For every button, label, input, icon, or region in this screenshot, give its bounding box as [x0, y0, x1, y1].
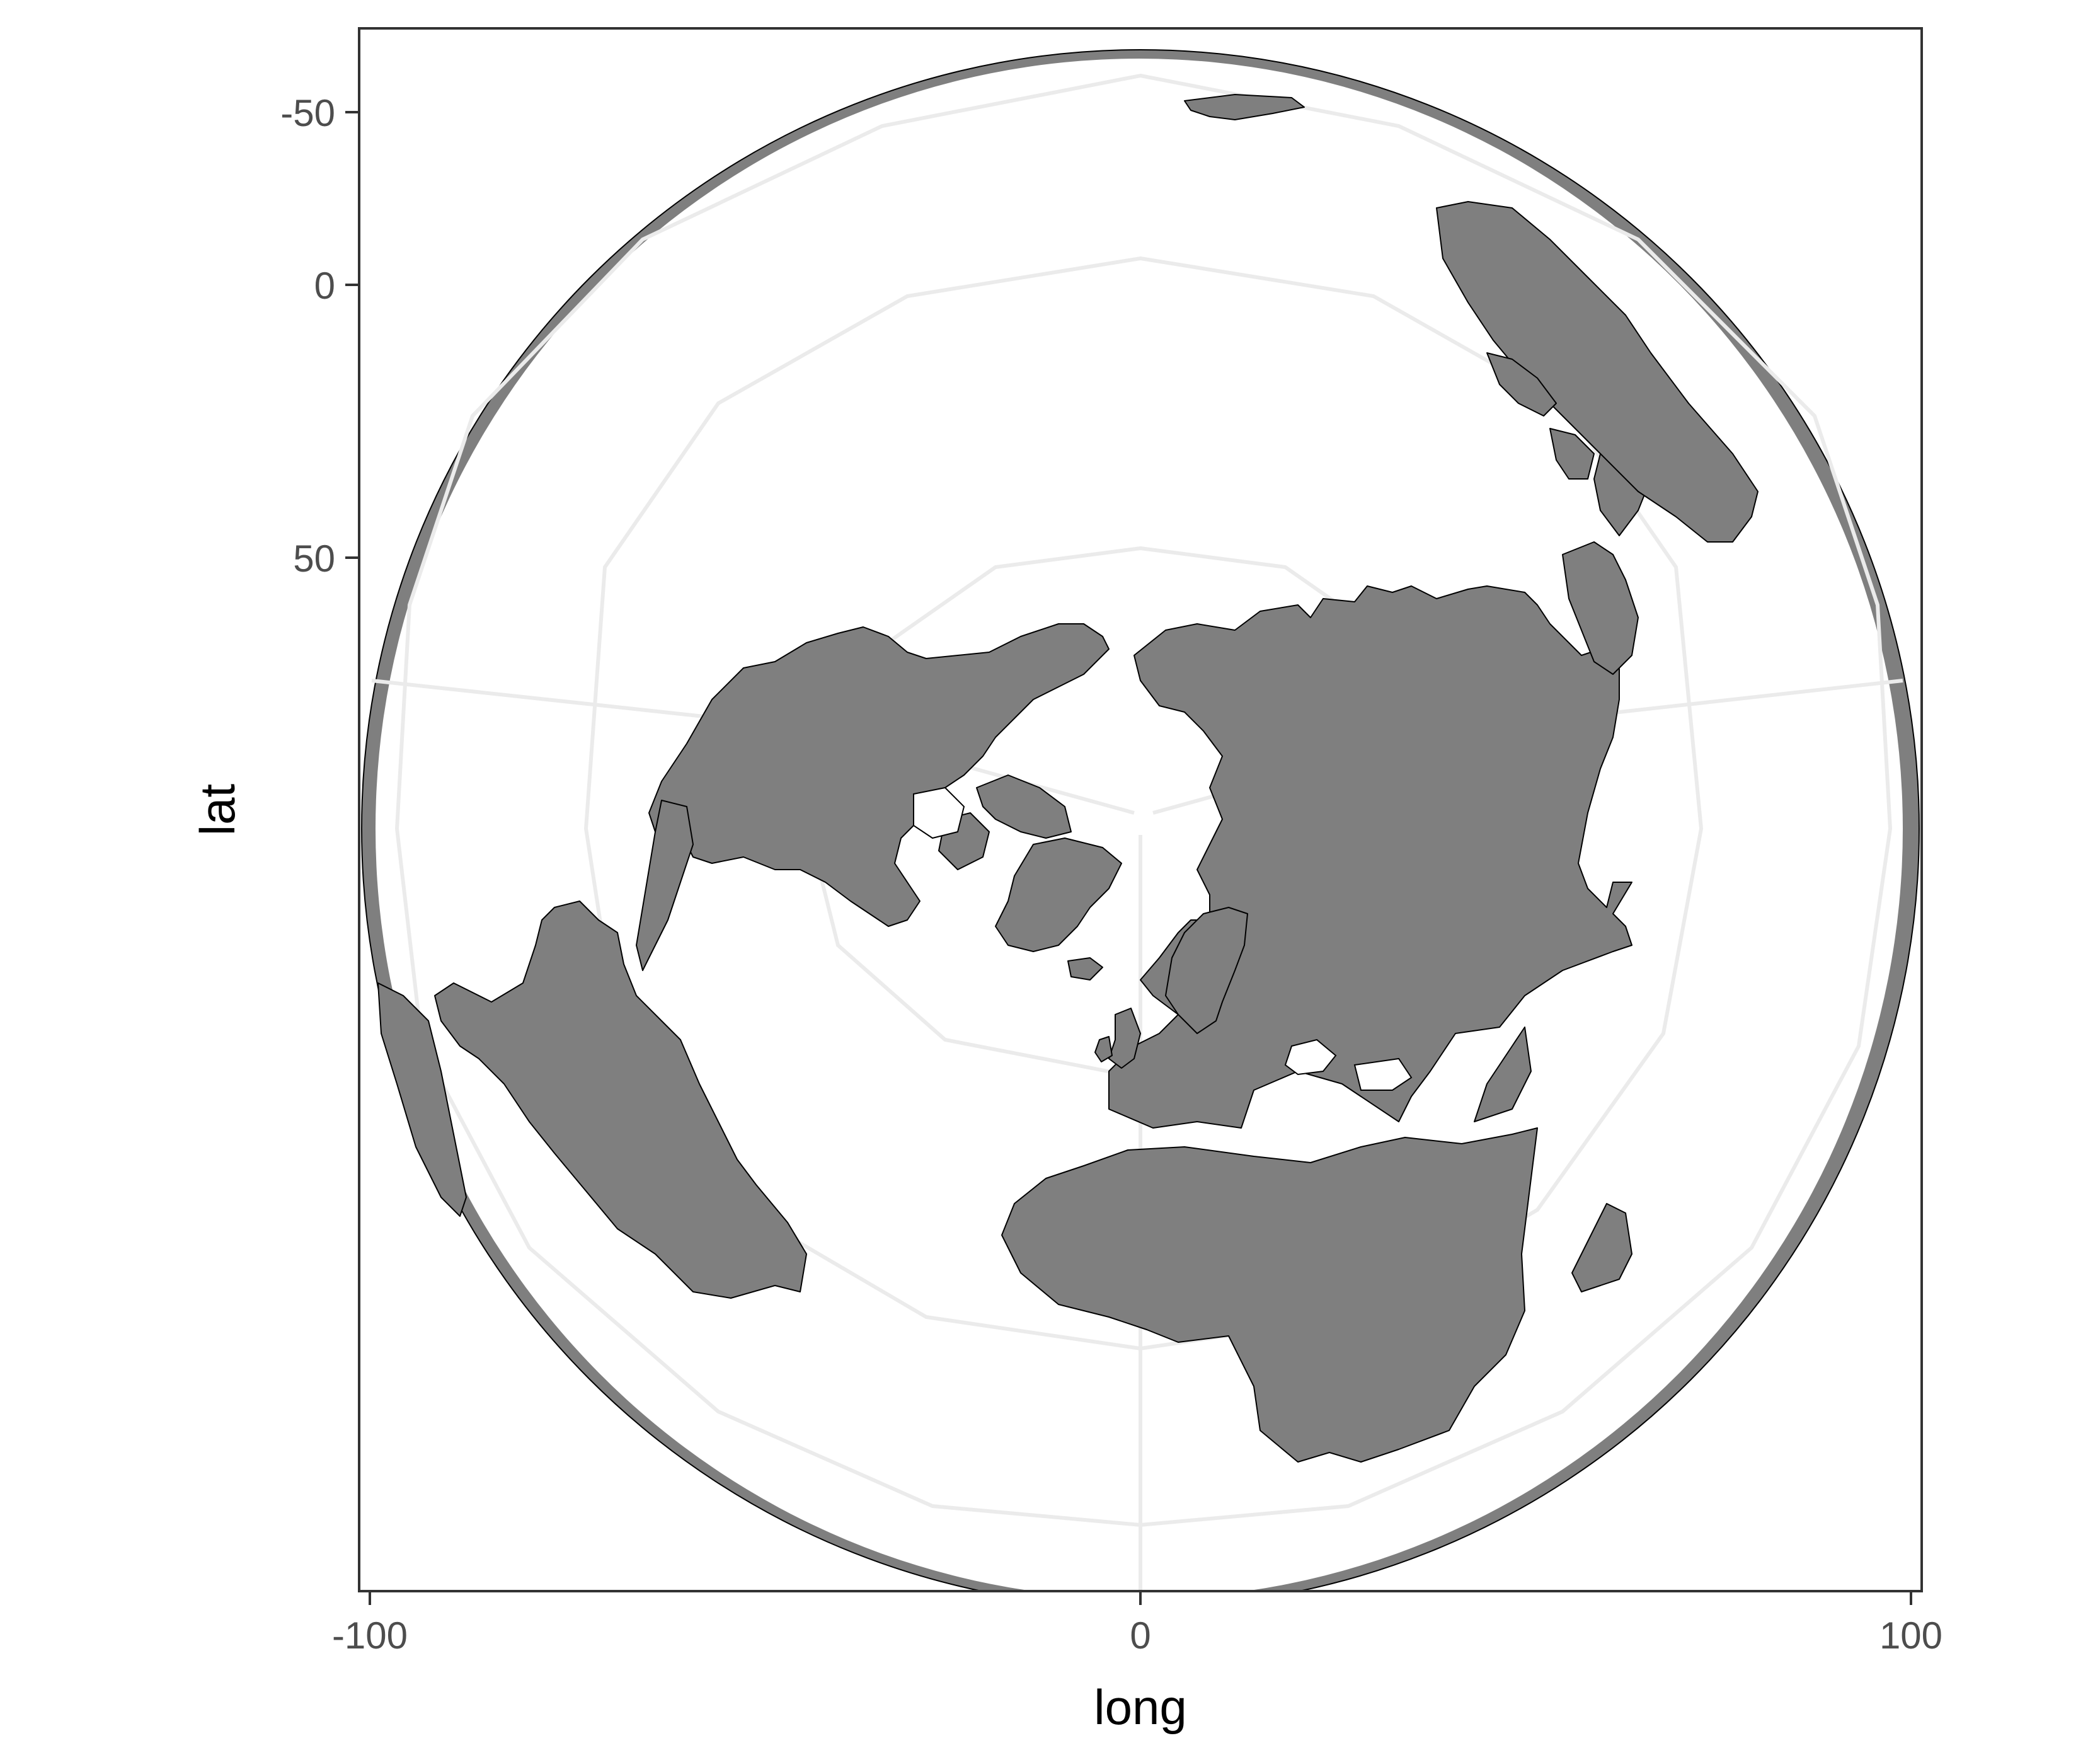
land-africa	[1001, 1127, 1538, 1463]
y-axis-title: lat	[190, 783, 245, 836]
y-axis: -50 0 50	[280, 92, 359, 580]
y-tick-label: 50	[293, 538, 335, 580]
land-canadian-archipelago	[976, 774, 1072, 839]
land-madagascar	[1571, 1203, 1632, 1292]
land-greenland	[995, 837, 1122, 952]
land-iceland	[1067, 957, 1103, 981]
land-north-america	[648, 623, 1110, 927]
x-axis: -100 0 100	[332, 1591, 1942, 1657]
land-masses	[377, 94, 1759, 1463]
x-tick-label: -100	[332, 1614, 408, 1657]
land-great-britain	[1108, 1008, 1141, 1069]
water-hudson-bay	[913, 786, 965, 839]
land-south-america	[434, 900, 807, 1299]
y-tick-label: -50	[280, 92, 335, 134]
x-tick-label: 0	[1130, 1614, 1150, 1657]
x-tick-label: 100	[1879, 1614, 1942, 1657]
y-tick-label: 0	[314, 265, 335, 307]
land-ireland	[1094, 1036, 1113, 1062]
water-caspian	[1353, 1057, 1413, 1091]
land-antarctica-left	[377, 982, 467, 1217]
land-indonesia	[1549, 428, 1595, 480]
land-central-america	[636, 800, 694, 971]
land-new-guinea	[1486, 352, 1557, 417]
land-new-zealand	[1184, 94, 1305, 120]
land-arabia	[1474, 1027, 1532, 1122]
land-southeast-asia	[1562, 541, 1639, 675]
water-black-sea	[1284, 1038, 1337, 1076]
x-axis-title: long	[1094, 1679, 1186, 1735]
land-scandinavia	[1165, 907, 1248, 1034]
